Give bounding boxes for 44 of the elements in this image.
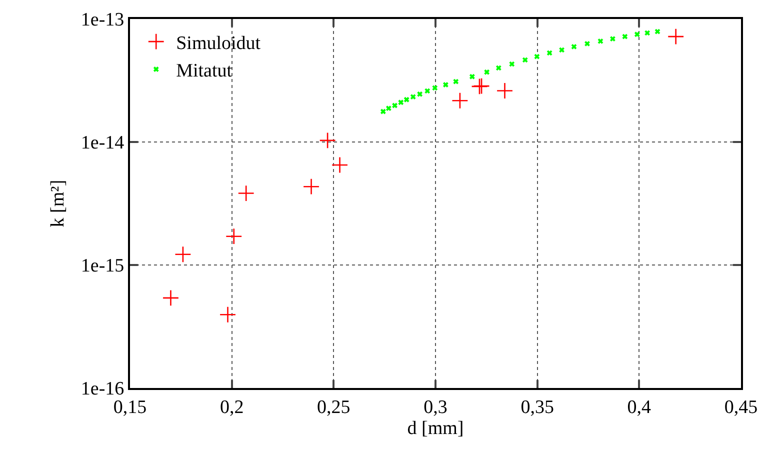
point bbox=[162, 290, 180, 306]
point bbox=[522, 56, 528, 63]
point bbox=[558, 46, 565, 53]
point bbox=[570, 44, 577, 50]
point bbox=[452, 78, 459, 85]
point bbox=[238, 184, 254, 202]
y-tick-label: 1e-14 bbox=[80, 132, 125, 154]
point bbox=[496, 64, 502, 71]
x-tick-label: 0,3 bbox=[424, 396, 448, 418]
point bbox=[424, 88, 430, 94]
point bbox=[622, 34, 628, 40]
x-tick-label: 0,25 bbox=[317, 396, 350, 418]
point bbox=[484, 69, 490, 76]
legend-label: Simuloidut bbox=[176, 32, 262, 54]
point bbox=[452, 92, 468, 109]
point bbox=[534, 54, 540, 60]
point bbox=[546, 50, 553, 56]
point bbox=[597, 38, 604, 44]
y-tick-label: 1e-13 bbox=[80, 10, 124, 31]
point bbox=[226, 228, 242, 245]
point bbox=[331, 156, 348, 174]
point bbox=[319, 132, 336, 149]
point bbox=[174, 246, 192, 263]
point bbox=[219, 306, 236, 323]
point bbox=[508, 61, 515, 68]
point bbox=[496, 82, 514, 100]
point bbox=[644, 30, 650, 36]
point bbox=[654, 28, 660, 35]
point bbox=[610, 36, 616, 42]
point bbox=[469, 74, 476, 80]
x-tick-label: 0,4 bbox=[627, 396, 652, 418]
point bbox=[667, 28, 684, 45]
point bbox=[634, 31, 640, 38]
x-tick-label: 0,45 bbox=[724, 396, 758, 418]
legend-label: Mitatut bbox=[176, 60, 233, 82]
point bbox=[584, 40, 590, 47]
y-axis-title: k [m²] bbox=[47, 180, 68, 228]
point bbox=[302, 178, 320, 195]
y-tick-label: 1e-15 bbox=[80, 256, 124, 277]
x-tick-label: 0,2 bbox=[220, 396, 244, 418]
point bbox=[432, 84, 438, 91]
point bbox=[442, 82, 449, 88]
x-axis-title: d [mm] bbox=[407, 418, 464, 440]
x-tick-label: 0,35 bbox=[520, 396, 554, 418]
